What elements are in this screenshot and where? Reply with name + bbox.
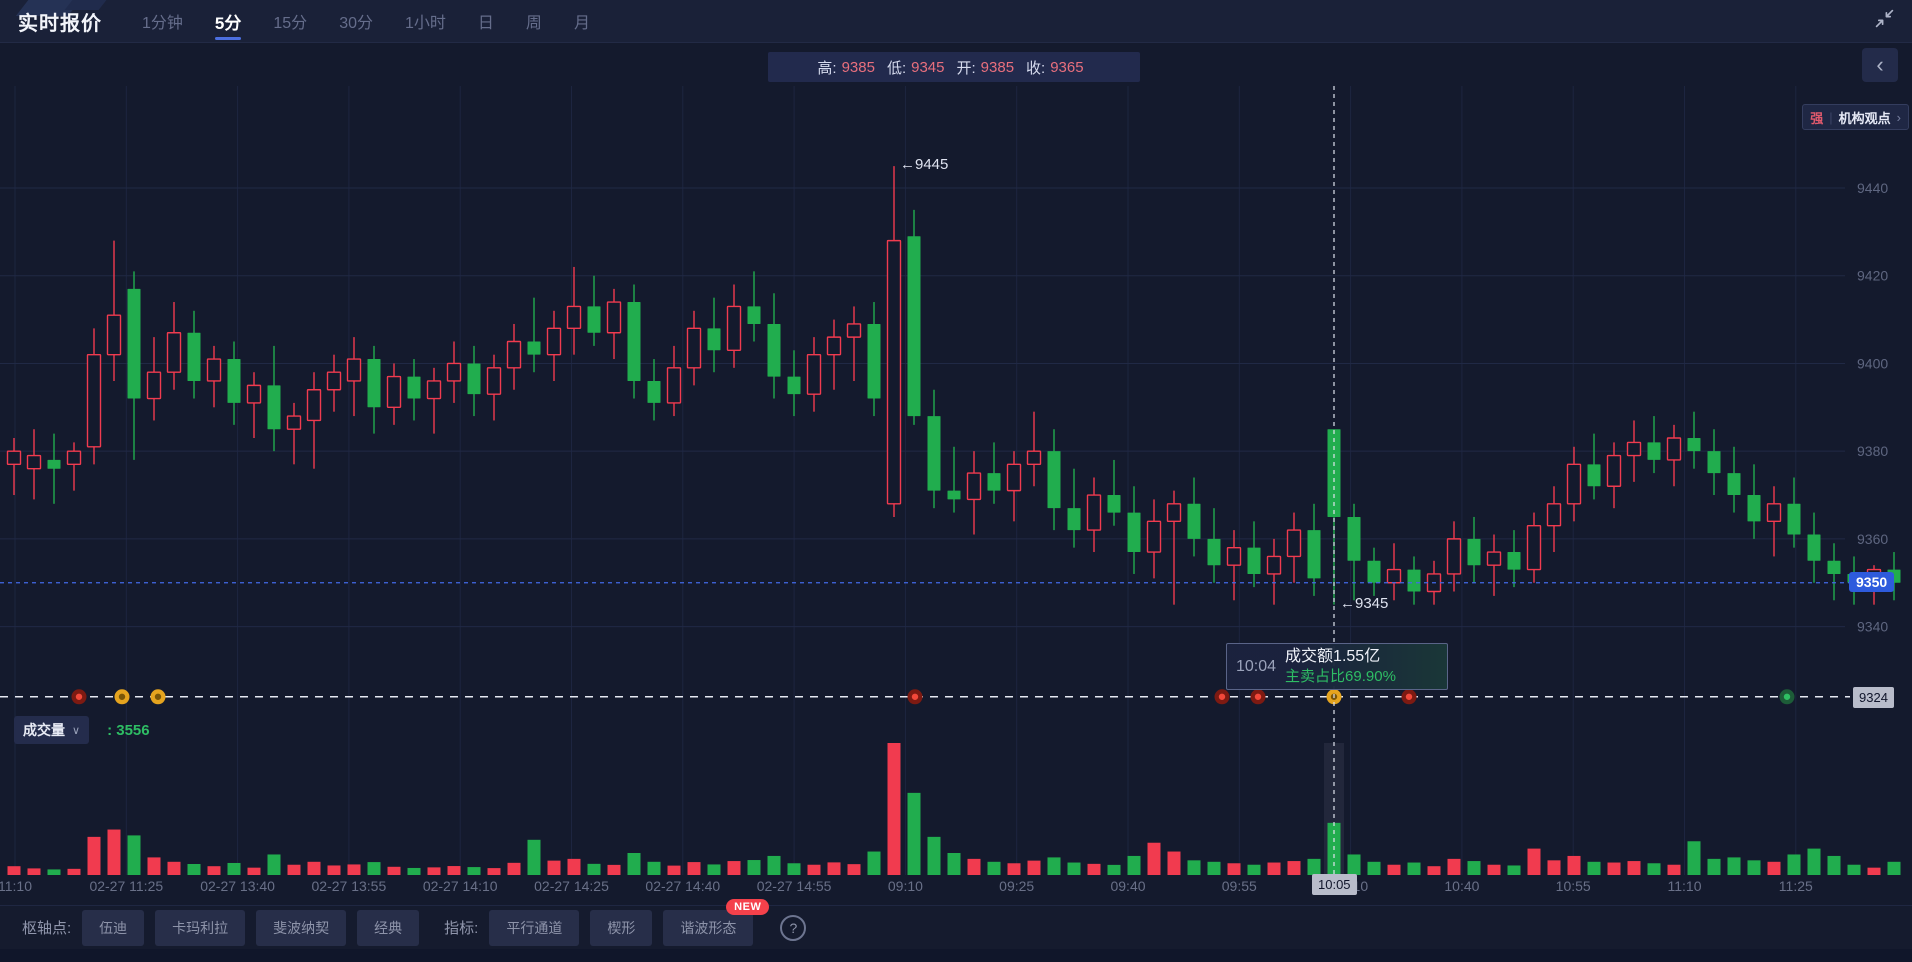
svg-text:9380: 9380	[1857, 443, 1888, 459]
crosshair-time-badge: 10:05	[1312, 874, 1357, 895]
svg-text:9340: 9340	[1857, 619, 1888, 635]
time-axis-label: 02-27 13:55	[311, 878, 387, 894]
timeframe-tabs: 1分钟 5分 15分 30分 1小时 日 周 月	[142, 0, 590, 42]
svg-text:9420: 9420	[1857, 268, 1888, 284]
drawing-toolbar: 枢轴点: 伍迪 卡玛利拉 斐波纳契 经典 指标: 平行通道 楔形 谐波形态 NEW ?	[0, 898, 1912, 949]
close-value: 9365	[1050, 58, 1084, 76]
time-axis-label: 11:25	[1778, 878, 1813, 894]
chevron-left-icon: ‹	[1876, 52, 1884, 77]
tool-button-伍迪[interactable]: 伍迪	[82, 909, 145, 946]
time-axis-label: 11:10	[1667, 878, 1702, 894]
time-axis-label: 02-27 14:10	[422, 878, 498, 894]
low-value: 9345	[911, 58, 945, 76]
crosshair-tooltip: 10:04 成交额1.55亿 主卖占比69.90%	[1226, 643, 1448, 690]
time-axis-label: 09:25	[999, 878, 1035, 894]
tab-1分钟[interactable]: 1分钟	[142, 15, 183, 32]
time-axis-label: 02-27 14:25	[534, 878, 609, 894]
time-axis-label: 09:10	[887, 878, 923, 894]
institution-view-button[interactable]: 强 | 机构观点 ›	[1802, 104, 1909, 130]
indicator-label: 指标:	[444, 920, 479, 937]
svg-text:9400: 9400	[1857, 355, 1888, 371]
tab-1小时[interactable]: 1小时	[405, 15, 446, 32]
collapse-chart-button[interactable]	[1875, 9, 1894, 33]
open-value: 9385	[980, 58, 1015, 76]
baseline-price-badge: 9324	[1853, 686, 1894, 708]
tool-button-楔形[interactable]: 楔形	[590, 909, 653, 946]
tab-周[interactable]: 周	[525, 15, 542, 32]
panel-collapse-button[interactable]: ‹	[1862, 48, 1898, 82]
svg-text:9440: 9440	[1857, 180, 1888, 196]
volume-label: 成交量	[23, 722, 65, 738]
new-badge: NEW	[726, 898, 770, 915]
tab-15分[interactable]: 15分	[273, 15, 308, 32]
time-axis-label: 02-27 14:40	[645, 878, 721, 894]
time-axis-label: 09:55	[1221, 878, 1257, 894]
chevron-right-icon: ›	[1896, 109, 1901, 125]
time-axis-label: 02-27 11:25	[89, 878, 164, 894]
price-annotation: ←9445	[900, 156, 949, 174]
collapse-arrows-icon	[1875, 9, 1894, 33]
bottom-strip	[0, 949, 1912, 962]
tool-button-经典[interactable]: 经典	[357, 909, 420, 946]
time-axis-label: 10:40	[1444, 878, 1480, 894]
chevron-down-icon: ∨	[72, 724, 81, 737]
tool-button-谐波形态[interactable]: 谐波形态 NEW	[663, 898, 770, 946]
volume-indicator-selector[interactable]: 成交量 ∨	[14, 716, 90, 744]
ohlc-readout: 高: 9385 低: 9345 开: 9385 收: 9365	[768, 52, 1140, 82]
high-value: 9385	[841, 58, 875, 76]
time-axis[interactable]: 11:10 02-27 11:25 02-27 13:40 02-27 13:55 02…	[0, 876, 1912, 898]
indicator-buttons: 平行通道 楔形 谐波形态 NEW	[489, 898, 770, 946]
tab-日[interactable]: 日	[477, 15, 494, 32]
open-label: 开:	[956, 59, 976, 77]
institution-label: 机构观点	[1838, 110, 1891, 126]
tooltip-sell-ratio: 主卖占比69.90%	[1285, 668, 1396, 685]
price-annotation: ←9345	[1340, 594, 1389, 612]
volume-pane-header: 成交量 ∨ : 3556	[14, 716, 150, 744]
last-price-badge: 9350	[1849, 571, 1895, 592]
divider: |	[1829, 109, 1833, 125]
tooltip-time: 10:04	[1236, 657, 1277, 675]
tab-5分[interactable]: 5分	[215, 0, 241, 42]
tooltip-lines: 成交额1.55亿 主卖占比69.90%	[1285, 647, 1396, 686]
page-title: 实时报价	[18, 12, 102, 35]
time-axis-label: 02-27 13:40	[200, 878, 275, 894]
time-axis-label: 11:10	[0, 878, 32, 894]
close-label: 收:	[1026, 59, 1046, 77]
pivot-buttons: 伍迪 卡玛利拉 斐波纳契 经典	[82, 909, 420, 946]
tool-button-平行通道[interactable]: 平行通道	[489, 909, 580, 946]
high-label: 高:	[817, 59, 837, 77]
pivot-label: 枢轴点:	[22, 920, 72, 937]
volume-value: : 3556	[107, 721, 150, 739]
svg-text:9360: 9360	[1857, 531, 1888, 547]
rating-badge: 强	[1810, 110, 1824, 126]
tool-button-斐波纳契[interactable]: 斐波纳契	[256, 909, 347, 946]
time-axis-label: 09:40	[1110, 878, 1146, 894]
time-axis-label: 02-27 14:55	[756, 878, 832, 894]
low-label: 低:	[886, 59, 907, 77]
time-axis-label: 10:55	[1555, 878, 1591, 894]
tooltip-turnover: 成交额1.55亿	[1285, 648, 1381, 665]
header: 实时报价 1分钟 5分 15分 30分 1小时 日 周 月	[0, 0, 1912, 43]
help-icon[interactable]: ?	[780, 914, 807, 941]
tab-30分[interactable]: 30分	[339, 15, 373, 32]
tool-button-卡玛利拉[interactable]: 卡玛利拉	[155, 909, 246, 946]
tab-月[interactable]: 月	[573, 15, 590, 32]
